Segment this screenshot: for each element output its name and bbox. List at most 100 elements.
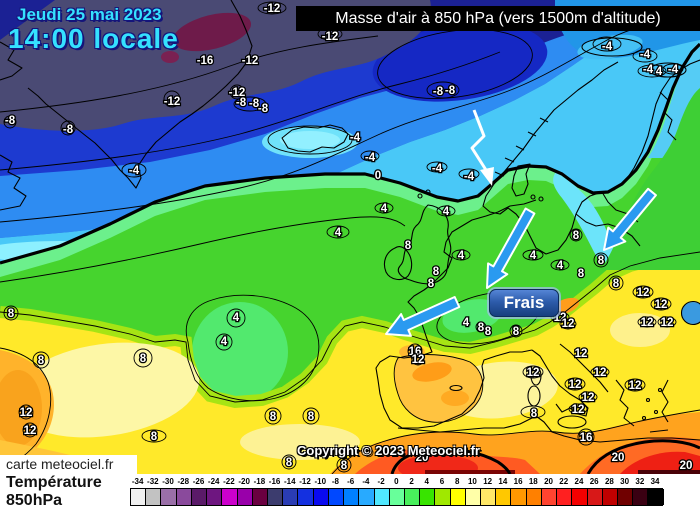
legend-swatch — [404, 489, 421, 505]
temp-value-label: 8 — [428, 278, 435, 290]
legend-swatch — [633, 489, 649, 505]
temperature-map-canvas: -12-16 -12-12-12-8 -8-8-12-8-8-4-8 -8-4-4-4… — [0, 0, 700, 474]
temp-value-label: 12 — [582, 392, 595, 404]
temp-value-label: 0 — [375, 170, 381, 182]
temp-value-label: -12 — [242, 55, 259, 67]
legend-tick: 4 — [424, 477, 429, 486]
temp-value-label: 12 — [562, 318, 575, 330]
temp-value-label: -4 — [464, 171, 475, 183]
legend-swatch — [131, 489, 147, 505]
hot-contours — [390, 439, 700, 474]
legend-tick: -22 — [223, 477, 235, 486]
legend-swatch — [359, 489, 375, 505]
temp-value-label: 8 — [613, 278, 620, 290]
temp-value-label: -8 — [433, 86, 444, 98]
legend-swatch — [526, 489, 542, 505]
temp-value-label: 4 — [530, 250, 537, 262]
temp-value-label: -8 — [445, 85, 456, 97]
legend-tick: 20 — [544, 477, 553, 486]
temp-value-label: 8 — [478, 322, 485, 334]
legend-tick: -24 — [207, 477, 220, 486]
legend-scale-numbers: -34 -32 -30 -28 -26 -24 -22 -20 -18 -16 -14 -12 -10-… — [130, 477, 663, 487]
temp-value-label: -12 — [229, 87, 246, 99]
temp-value-label: 4 — [557, 260, 564, 272]
temp-value-label: -4 — [668, 64, 679, 76]
legend-color-scale — [130, 488, 664, 506]
parameter-level: 850hPa — [6, 492, 63, 509]
legend-swatch — [450, 489, 466, 505]
temp-value-label: -8 — [5, 115, 16, 127]
legend-swatch — [146, 489, 162, 505]
temp-value-label: 12 — [637, 287, 650, 299]
legend-tick: 28 — [604, 477, 614, 486]
legend-tick: -6 — [347, 477, 355, 486]
legend-swatch — [389, 489, 405, 505]
legend-tick: -8 — [331, 477, 340, 486]
temp-value-label: 12 — [641, 317, 654, 329]
temp-value-label: 4 — [463, 317, 470, 329]
coastlines — [0, 0, 700, 443]
temp-value-label: 20 — [680, 460, 693, 472]
legend-tick: 16 — [513, 477, 523, 486]
legend-tick: 30 — [620, 477, 630, 486]
temp-value-label: 8 — [433, 266, 440, 278]
legend-tick: 2 — [409, 477, 414, 486]
blue-arrow-biscay — [385, 296, 461, 337]
temp-value-label: 8 — [38, 355, 45, 367]
legend-swatch — [496, 489, 512, 505]
legend-tick: -32 — [147, 477, 159, 486]
legend-swatch — [572, 489, 588, 505]
temp-value-label: 12 — [594, 367, 607, 379]
legend-tick: -30 — [162, 477, 174, 486]
temp-value-label: 8 — [485, 326, 492, 338]
temp-value-label: 8 — [513, 326, 520, 338]
legend-tick: -12 — [299, 477, 311, 486]
watermark-box: carte meteociel.fr — [0, 455, 137, 474]
legend-swatch — [618, 489, 634, 505]
temp-value-label: -8 — [249, 98, 260, 110]
legend-swatch — [161, 489, 177, 505]
temp-value-label: 12 — [655, 299, 668, 311]
temp-value-label: -4 — [602, 41, 613, 53]
legend-tick: -4 — [362, 477, 370, 486]
temp-value-label: 4 — [381, 203, 388, 215]
legend-tick: 22 — [559, 477, 569, 486]
temp-value-label: 8 — [573, 230, 580, 242]
legend-tick: 34 — [650, 477, 660, 486]
zero-isotherm-line — [0, 42, 700, 265]
legend-tick: 26 — [589, 477, 599, 486]
temp-value-label: 12 — [575, 348, 588, 360]
legend-swatch — [344, 489, 360, 505]
legend-swatch — [207, 489, 223, 505]
legend-swatch — [252, 489, 268, 505]
temp-value-label: 12 — [20, 407, 33, 419]
legend-swatch — [602, 489, 618, 505]
legend-tick: -2 — [377, 477, 385, 486]
legend-swatch — [222, 489, 238, 505]
legend-swatch — [648, 489, 664, 505]
temp-value-label: 12 — [572, 404, 585, 416]
temp-value-label: 8 — [598, 255, 605, 267]
temp-value-label: 8 — [8, 308, 15, 320]
temp-value-label: -8 — [63, 124, 74, 136]
temp-value-label: -16 — [197, 55, 214, 67]
temp-value-label: -12 — [264, 3, 281, 15]
blue-arrow-poland — [603, 187, 657, 251]
legend-tick: 6 — [439, 477, 445, 486]
temp-value-label: -4 — [129, 165, 140, 177]
temp-value-label: 4 — [233, 312, 240, 324]
legend-swatch — [298, 489, 314, 505]
legend-tick: 12 — [483, 477, 493, 486]
temp-value-label: 8 — [308, 411, 315, 423]
legend-swatch — [176, 489, 192, 505]
temp-value-label: -4 — [432, 163, 443, 175]
temp-value-label: 8 — [151, 431, 158, 443]
temperature-labels: -12-16 -12-12-12-8 -8-8-12-8-8-4-8 -8-4-4-4… — [4, 2, 694, 474]
temp-value-label: -4 — [640, 49, 651, 61]
legend-tick: 10 — [467, 477, 477, 486]
temp-value-label: 4 — [443, 206, 450, 218]
temp-value-label: 16 — [409, 346, 422, 358]
temp-value-label: -4 — [643, 64, 654, 76]
legend-swatch — [481, 489, 497, 505]
parameter-name: Température — [6, 474, 102, 491]
